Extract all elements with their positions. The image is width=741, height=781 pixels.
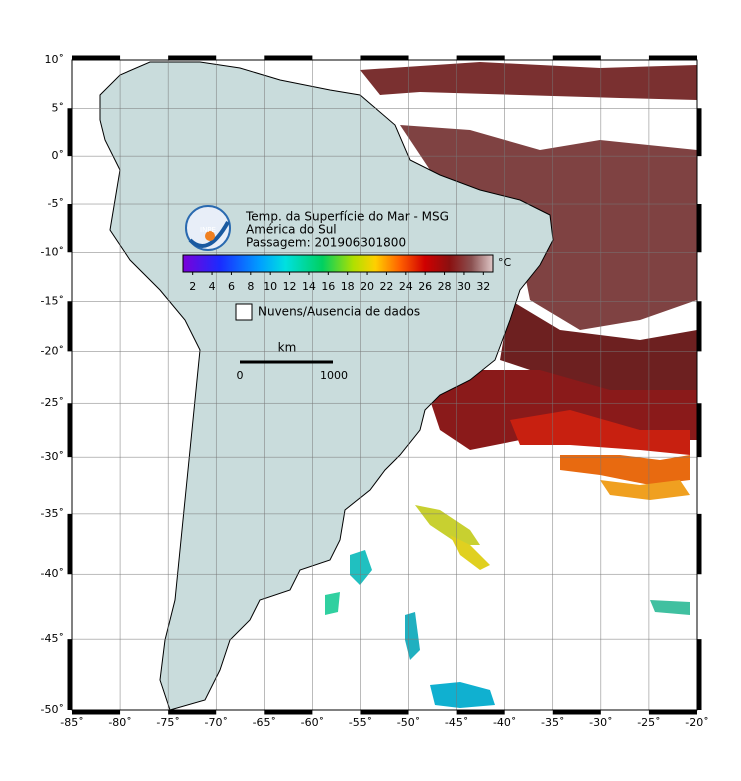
- colorbar-tick-label: 4: [209, 280, 216, 293]
- colorbar-unit: °C: [498, 256, 512, 269]
- lat-tick-label: -5˚: [48, 197, 64, 210]
- scale-label: 0: [237, 369, 244, 382]
- lon-tick-label: -75˚: [156, 716, 179, 729]
- title-line: Passagem: 201906301800: [246, 236, 406, 250]
- colorbar-tick-label: 16: [321, 280, 335, 293]
- lat-tick-label: -25˚: [41, 396, 64, 409]
- lon-tick-label: -50˚: [397, 716, 420, 729]
- colorbar-tick-label: 2: [189, 280, 196, 293]
- colorbar-tick-label: 10: [263, 280, 277, 293]
- colorbar-tick-label: 32: [476, 280, 490, 293]
- lat-tick-label: 0˚: [52, 149, 65, 162]
- colorbar-tick-label: 8: [247, 280, 254, 293]
- lon-tick-label: -80˚: [108, 716, 131, 729]
- colorbar: [182, 254, 494, 273]
- lat-tick-label: -45˚: [41, 632, 64, 645]
- lat-tick-label: -10˚: [41, 245, 64, 258]
- title-line: Temp. da Superfície do Mar - MSG: [245, 210, 449, 224]
- logo: INPE: [185, 205, 231, 251]
- scale-label: 1000: [320, 369, 348, 382]
- lat-tick-label: -40˚: [41, 567, 64, 580]
- colorbar-tick-label: 28: [438, 280, 452, 293]
- lat-tick-label: -30˚: [41, 450, 64, 463]
- lon-tick-label: -65˚: [253, 716, 276, 729]
- legend-label: Nuvens/Ausencia de dados: [258, 305, 420, 319]
- lon-tick-label: -20˚: [685, 716, 708, 729]
- title-line: América do Sul: [246, 223, 337, 237]
- lat-tick-label: 10˚: [45, 53, 65, 66]
- lon-tick-label: -40˚: [493, 716, 516, 729]
- lon-tick-label: -70˚: [204, 716, 227, 729]
- colorbar-tick-label: 24: [399, 280, 413, 293]
- lat-tick-label: -50˚: [41, 703, 64, 716]
- legend-box: [235, 303, 253, 321]
- lat-tick-label: -20˚: [41, 344, 64, 357]
- colorbar-tick-label: 6: [228, 280, 235, 293]
- map-frame: [71, 59, 698, 711]
- lon-tick-label: -35˚: [541, 716, 564, 729]
- lat-tick-label: -15˚: [41, 294, 64, 307]
- lon-tick-label: -85˚: [60, 716, 83, 729]
- lat-tick-label: 5˚: [52, 101, 65, 114]
- scale-unit: km: [278, 341, 297, 355]
- lon-tick-label: -55˚: [349, 716, 372, 729]
- colorbar-tick-label: 12: [283, 280, 297, 293]
- colorbar-tick-label: 14: [302, 280, 316, 293]
- lat-tick-label: -35˚: [41, 507, 64, 520]
- lon-tick-label: -60˚: [301, 716, 324, 729]
- logo-text: INPE: [200, 226, 216, 234]
- colorbar-tick-label: 22: [379, 280, 393, 293]
- lon-tick-label: -45˚: [445, 716, 468, 729]
- colorbar-tick-label: 20: [360, 280, 374, 293]
- lon-tick-label: -25˚: [637, 716, 660, 729]
- colorbar-tick-label: 18: [341, 280, 355, 293]
- colorbar-tick-label: 26: [418, 280, 432, 293]
- colorbar-tick-label: 30: [457, 280, 471, 293]
- lon-tick-label: -30˚: [589, 716, 612, 729]
